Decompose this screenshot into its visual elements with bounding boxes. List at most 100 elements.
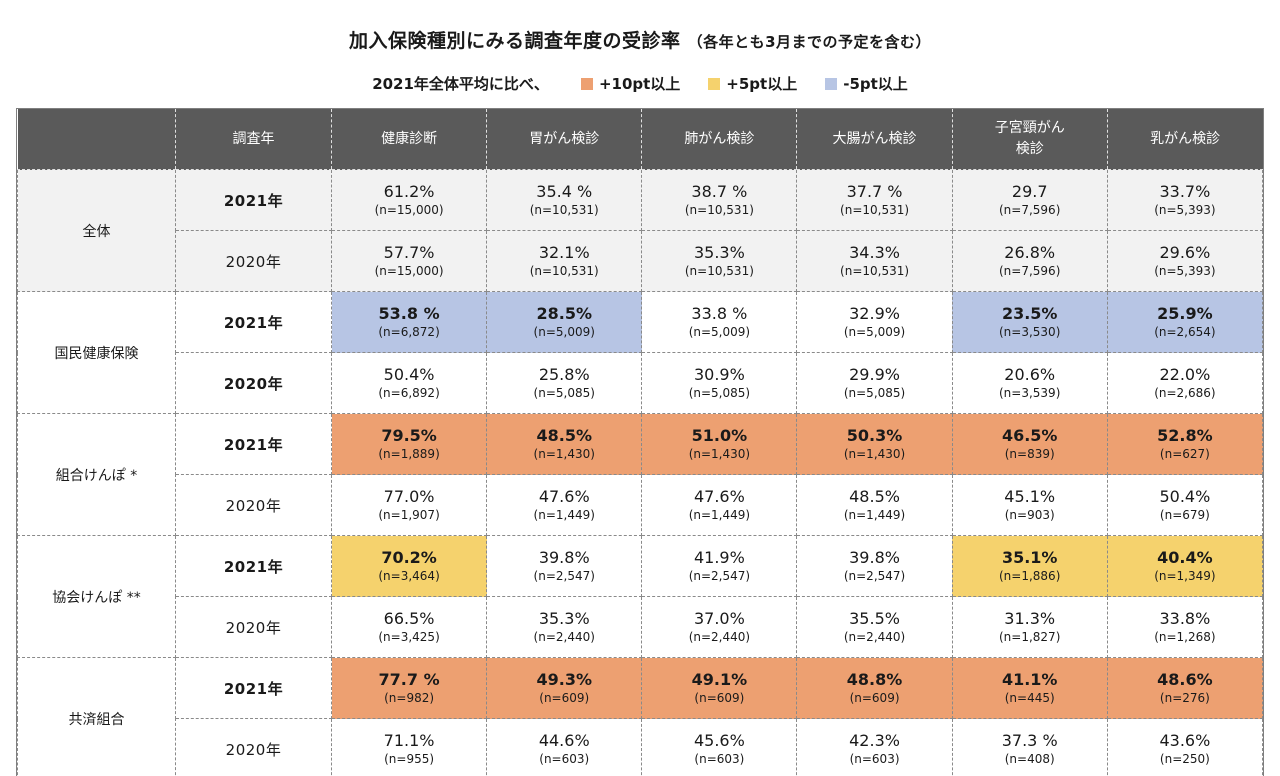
year-cell: 2021年 bbox=[176, 658, 332, 719]
cell-value: 33.8% bbox=[1108, 608, 1262, 630]
data-cell: 44.6%(n=603) bbox=[487, 719, 642, 776]
data-cell: 37.3 %(n=408) bbox=[952, 719, 1107, 776]
cell-value: 20.6% bbox=[953, 364, 1107, 386]
cell-sample-size: (n=10,531) bbox=[797, 203, 951, 219]
data-cell: 43.6%(n=250) bbox=[1107, 719, 1262, 776]
cell-sample-size: (n=679) bbox=[1108, 508, 1262, 524]
cell-value: 39.8% bbox=[797, 547, 951, 569]
row-group-label: 共済組合 bbox=[18, 658, 176, 776]
year-cell: 2021年 bbox=[176, 170, 332, 231]
data-cell: 33.8%(n=1,268) bbox=[1107, 597, 1262, 658]
cell-value: 25.8% bbox=[487, 364, 641, 386]
data-cell: 47.6%(n=1,449) bbox=[642, 475, 797, 536]
cell-sample-size: (n=955) bbox=[332, 752, 486, 768]
year-cell: 2021年 bbox=[176, 536, 332, 597]
data-cell: 50.4%(n=679) bbox=[1107, 475, 1262, 536]
cell-sample-size: (n=15,000) bbox=[332, 203, 486, 219]
data-cell: 35.3%(n=2,440) bbox=[487, 597, 642, 658]
data-cell: 25.9%(n=2,654) bbox=[1107, 292, 1262, 353]
data-cell: 37.0%(n=2,440) bbox=[642, 597, 797, 658]
cell-sample-size: (n=1,430) bbox=[797, 447, 951, 463]
data-cell: 77.0%(n=1,907) bbox=[332, 475, 487, 536]
cell-value: 29.6% bbox=[1108, 242, 1262, 264]
data-cell: 41.1%(n=445) bbox=[952, 658, 1107, 719]
cell-sample-size: (n=276) bbox=[1108, 691, 1262, 707]
cell-sample-size: (n=2,547) bbox=[642, 569, 796, 585]
data-cell: 35.1%(n=1,886) bbox=[952, 536, 1107, 597]
corner-header bbox=[18, 109, 176, 170]
cell-value: 41.9% bbox=[642, 547, 796, 569]
cell-sample-size: (n=10,531) bbox=[642, 203, 796, 219]
legend-item-label: +10pt以上 bbox=[599, 73, 680, 94]
cell-value: 50.3% bbox=[797, 425, 951, 447]
cell-sample-size: (n=2,686) bbox=[1108, 386, 1262, 402]
row-group-label: 国民健康保険 bbox=[18, 292, 176, 414]
legend-prefix: 2021年全体平均に比べ、 bbox=[372, 73, 549, 94]
data-cell: 57.7%(n=15,000) bbox=[332, 231, 487, 292]
cell-value: 48.8% bbox=[797, 669, 951, 691]
cell-sample-size: (n=1,268) bbox=[1108, 630, 1262, 646]
data-cell: 25.8%(n=5,085) bbox=[487, 353, 642, 414]
survey-table: 調査年健康診断胃がん検診肺がん検診大腸がん検診子宮頸がん 検診乳がん検診全体20… bbox=[17, 109, 1263, 776]
data-cell: 32.9%(n=5,009) bbox=[797, 292, 952, 353]
table-row: 協会けんぽ **2021年70.2%(n=3,464)39.8%(n=2,547… bbox=[18, 536, 1263, 597]
cell-sample-size: (n=903) bbox=[953, 508, 1107, 524]
cell-sample-size: (n=408) bbox=[953, 752, 1107, 768]
data-cell: 50.3%(n=1,430) bbox=[797, 414, 952, 475]
cell-value: 35.1% bbox=[953, 547, 1107, 569]
cell-sample-size: (n=2,440) bbox=[487, 630, 641, 646]
cell-value: 33.7% bbox=[1108, 181, 1262, 203]
cell-value: 77.0% bbox=[332, 486, 486, 508]
cell-sample-size: (n=1,349) bbox=[1108, 569, 1262, 585]
data-cell: 29.6%(n=5,393) bbox=[1107, 231, 1262, 292]
cell-value: 41.1% bbox=[953, 669, 1107, 691]
cell-value: 52.8% bbox=[1108, 425, 1262, 447]
cell-sample-size: (n=6,892) bbox=[332, 386, 486, 402]
data-cell: 35.5%(n=2,440) bbox=[797, 597, 952, 658]
cell-value: 28.5% bbox=[487, 303, 641, 325]
cell-sample-size: (n=3,530) bbox=[953, 325, 1107, 341]
cell-value: 35.3% bbox=[642, 242, 796, 264]
data-cell: 77.7 %(n=982) bbox=[332, 658, 487, 719]
cell-value: 32.1% bbox=[487, 242, 641, 264]
page-title-main: 加入保険種別にみる調査年度の受診率 bbox=[349, 30, 681, 52]
data-cell: 42.3%(n=603) bbox=[797, 719, 952, 776]
cell-sample-size: (n=10,531) bbox=[487, 203, 641, 219]
cell-sample-size: (n=609) bbox=[797, 691, 951, 707]
cell-value: 26.8% bbox=[953, 242, 1107, 264]
data-cell: 48.5%(n=1,449) bbox=[797, 475, 952, 536]
cell-sample-size: (n=5,393) bbox=[1108, 203, 1262, 219]
cell-value: 22.0% bbox=[1108, 364, 1262, 386]
header-row: 調査年健康診断胃がん検診肺がん検診大腸がん検診子宮頸がん 検診乳がん検診 bbox=[18, 109, 1263, 170]
cell-sample-size: (n=982) bbox=[332, 691, 486, 707]
table-row: 2020年71.1%(n=955)44.6%(n=603)45.6%(n=603… bbox=[18, 719, 1263, 776]
data-cell: 31.3%(n=1,827) bbox=[952, 597, 1107, 658]
cell-value: 79.5% bbox=[332, 425, 486, 447]
cell-value: 77.7 % bbox=[332, 669, 486, 691]
cell-value: 29.9% bbox=[797, 364, 951, 386]
cell-sample-size: (n=7,596) bbox=[953, 203, 1107, 219]
cell-value: 35.5% bbox=[797, 608, 951, 630]
legend-swatch-plus10 bbox=[581, 78, 593, 90]
cell-sample-size: (n=603) bbox=[642, 752, 796, 768]
row-group-label: 全体 bbox=[18, 170, 176, 292]
cell-sample-size: (n=627) bbox=[1108, 447, 1262, 463]
cell-value: 61.2% bbox=[332, 181, 486, 203]
column-header: 健康診断 bbox=[332, 109, 487, 170]
cell-sample-size: (n=5,085) bbox=[797, 386, 951, 402]
data-cell: 32.1%(n=10,531) bbox=[487, 231, 642, 292]
cell-value: 71.1% bbox=[332, 730, 486, 752]
table-row: 2020年77.0%(n=1,907)47.6%(n=1,449)47.6%(n… bbox=[18, 475, 1263, 536]
cell-sample-size: (n=7,596) bbox=[953, 264, 1107, 280]
data-cell: 37.7 %(n=10,531) bbox=[797, 170, 952, 231]
data-cell: 53.8 %(n=6,872) bbox=[332, 292, 487, 353]
data-cell: 41.9%(n=2,547) bbox=[642, 536, 797, 597]
data-cell: 61.2%(n=15,000) bbox=[332, 170, 487, 231]
data-cell: 38.7 %(n=10,531) bbox=[642, 170, 797, 231]
column-header: 調査年 bbox=[176, 109, 332, 170]
cell-sample-size: (n=2,547) bbox=[487, 569, 641, 585]
cell-value: 32.9% bbox=[797, 303, 951, 325]
cell-sample-size: (n=10,531) bbox=[797, 264, 951, 280]
data-cell: 47.6%(n=1,449) bbox=[487, 475, 642, 536]
cell-sample-size: (n=603) bbox=[797, 752, 951, 768]
